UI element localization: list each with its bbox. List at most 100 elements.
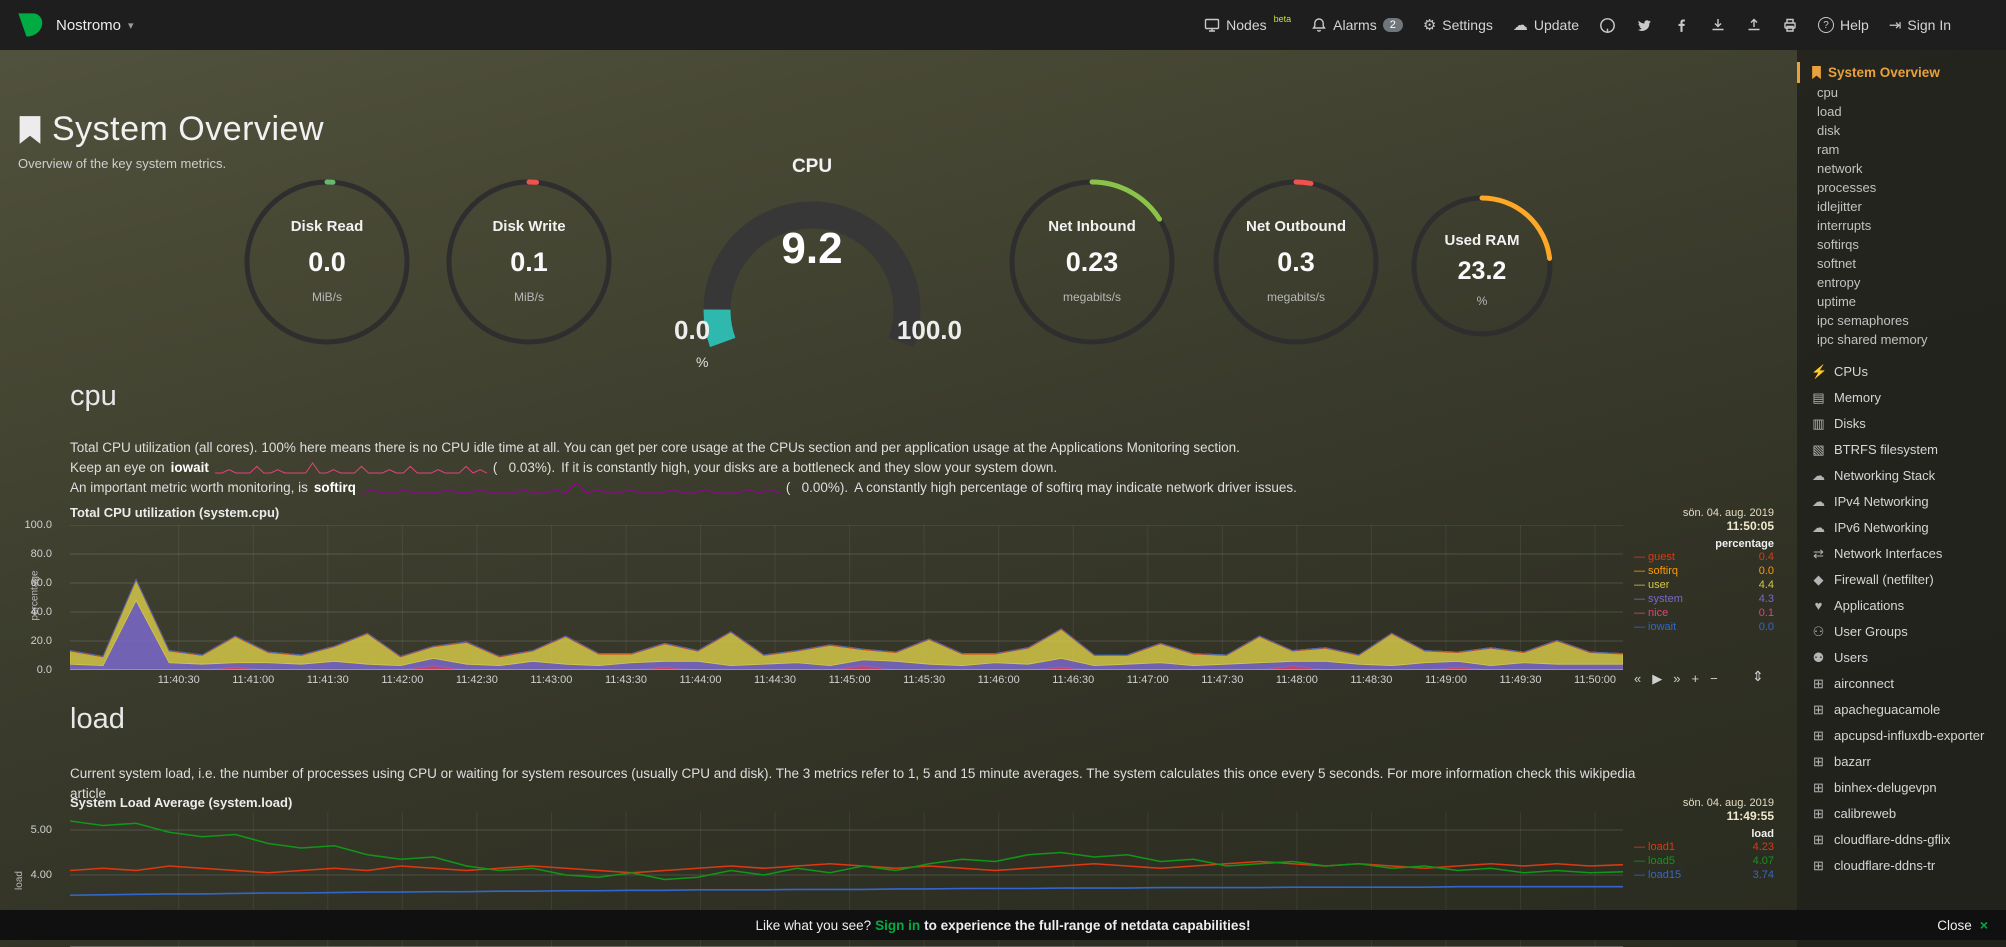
sidebar-item-users[interactable]: ⚉ Users (1811, 645, 2000, 671)
legend-row-system[interactable]: — system 4.3 (1634, 592, 1774, 606)
save-snapshot-icon[interactable] (1710, 17, 1726, 33)
sidebar-item-disk[interactable]: disk (1817, 123, 1841, 138)
sidebar-item-softirqs[interactable]: softirqs (1817, 237, 1859, 252)
y-tick-label: 100.0 (24, 519, 52, 531)
settings-button[interactable]: ⚙ Settings (1423, 16, 1493, 34)
pan-right-button[interactable]: » (1673, 671, 1681, 686)
node-selector[interactable]: Nostromo ▾ (56, 17, 134, 34)
sidebar-item-network[interactable]: network (1817, 161, 1863, 176)
sidebar-item-interrupts[interactable]: interrupts (1817, 218, 1872, 233)
chart-plot-area[interactable] (70, 525, 1623, 670)
legend-row-iowait[interactable]: — iowait 0.0 (1634, 620, 1774, 634)
sidebar-item-ipc-shared-memory[interactable]: ipc shared memory (1817, 332, 1928, 347)
sidebar-item-apcupsd-influxdb-exporter[interactable]: ⊞ apcupsd-influxdb-exporter (1811, 723, 2000, 749)
legend-row-load5[interactable]: — load5 4.07 (1634, 854, 1774, 868)
gauge-used-ram[interactable]: Used RAM 23.2 % (1408, 192, 1556, 340)
gauge-cpu[interactable]: CPU 9.2 0.0 100.0 % (662, 156, 962, 419)
signin-link[interactable]: Sign in (875, 917, 921, 933)
sidebar-item-airconnect[interactable]: ⊞ airconnect (1811, 671, 2000, 697)
facebook-icon[interactable] (1673, 17, 1690, 34)
gauge-net-inbound[interactable]: Net Inbound 0.23 megabits/s (1006, 176, 1178, 348)
top-navbar: Nostromo ▾ Nodes beta Alarms 2 ⚙ Settings… (0, 0, 2006, 50)
zoom-out-button[interactable]: − (1710, 671, 1718, 686)
sidebar-item-user-groups[interactable]: ⚇ User Groups (1811, 619, 2000, 645)
pan-left-button[interactable]: « (1634, 671, 1642, 686)
sidebar-item-load[interactable]: load (1817, 104, 1842, 119)
sidebar-item-binhex-delugevpn[interactable]: ⊞ binhex-delugevpn (1811, 775, 2000, 801)
print-icon[interactable] (1782, 17, 1798, 33)
sidebar-item-apacheguacamole[interactable]: ⊞ apacheguacamole (1811, 697, 2000, 723)
sidebar-item-cloudflare-ddns-gflix[interactable]: ⊞ cloudflare-ddns-gflix (1811, 827, 2000, 853)
github-icon[interactable] (1599, 17, 1616, 34)
cpu-section-text: Total CPU utilization (all cores). 100% … (70, 438, 1670, 498)
sidebar-item-disks[interactable]: ▥ Disks (1811, 411, 2000, 437)
gauge-value: 0.23 (1065, 247, 1119, 277)
sidebar-item-ipv6-networking[interactable]: ☁ IPv6 Networking (1811, 515, 2000, 541)
help-button[interactable]: ? Help (1818, 17, 1869, 33)
legend-row-load1[interactable]: — load1 4.23 (1634, 840, 1774, 854)
softirq-text-pre: An important metric worth monitoring, is (70, 480, 308, 495)
sidebar-item-bazarr[interactable]: ⊞ bazarr (1811, 749, 2000, 775)
sidebar-item-system-overview[interactable]: System Overview (1797, 62, 2000, 83)
legend-row-softirq[interactable]: — softirq 0.0 (1634, 564, 1774, 578)
gauge-value: 0.3 (1277, 247, 1315, 277)
legend-series-name: — load1 (1634, 841, 1675, 853)
legend-row-user[interactable]: — user 4.4 (1634, 578, 1774, 592)
gauge-net-outbound[interactable]: Net Outbound 0.3 megabits/s (1210, 176, 1382, 348)
banner-close-button[interactable]: Close × (1937, 917, 1988, 933)
sidebar-item-label: apcupsd-influxdb-exporter (1834, 728, 1985, 743)
y-tick-label: 80.0 (30, 548, 52, 560)
gauge-disk-write[interactable]: Disk Write 0.1 MiB/s (443, 176, 615, 348)
sidebar-item-ipv4-networking[interactable]: ☁ IPv4 Networking (1811, 489, 2000, 515)
gauge-title: CPU (791, 156, 833, 177)
sidebar-item-cpus[interactable]: ⚡ CPUs (1811, 359, 2000, 385)
legend-row-nice[interactable]: — nice 0.1 (1634, 606, 1774, 620)
sidebar-item-softnet[interactable]: softnet (1817, 256, 1857, 271)
grid-icon: ⊞ (1813, 858, 1824, 873)
alarms-button[interactable]: Alarms 2 (1311, 17, 1403, 33)
sidebar-item-cloudflare-ddns-tr[interactable]: ⊞ cloudflare-ddns-tr (1811, 853, 2000, 879)
play-button[interactable]: ▶ (1652, 671, 1663, 686)
sidebar-item-calibreweb[interactable]: ⊞ calibreweb (1811, 801, 2000, 827)
sidebar-item-btrfs-filesystem[interactable]: ▧ BTRFS filesystem (1811, 437, 2000, 463)
x-tick-label: 11:40:30 (157, 674, 200, 686)
sidebar-item-memory[interactable]: ▤ Memory (1811, 385, 2000, 411)
legend-row-load15[interactable]: — load15 3.74 (1634, 868, 1774, 882)
sidebar-item-ipc-semaphores[interactable]: ipc semaphores (1817, 313, 1909, 328)
gauge-ring (446, 179, 612, 345)
legend-series-value: 4.4 (1758, 579, 1774, 591)
x-tick-label: 11:46:30 (1052, 674, 1095, 686)
zoom-in-button[interactable]: + (1691, 671, 1700, 686)
softirq-sparkline[interactable] (361, 481, 780, 495)
cloud-icon: ☁ (1812, 520, 1825, 535)
sidebar-item-ram[interactable]: ram (1817, 142, 1840, 157)
twitter-icon[interactable] (1636, 17, 1653, 34)
sidebar-item-processes[interactable]: processes (1817, 180, 1877, 195)
sidebar-item-idlejitter[interactable]: idlejitter (1817, 199, 1862, 214)
load-snapshot-icon[interactable] (1746, 17, 1762, 33)
sidebar-item-applications[interactable]: ♥ Applications (1811, 593, 2000, 619)
question-icon: ? (1818, 17, 1835, 33)
netdata-logo[interactable] (16, 11, 44, 39)
legend-series-name: — system (1634, 593, 1683, 605)
chart-resize-handle[interactable]: ⇕ (1752, 668, 1764, 684)
sidebar-item-network-interfaces[interactable]: ⇄ Network Interfaces (1811, 541, 2000, 567)
section-heading-load: load (70, 703, 125, 735)
sidebar-item-entropy[interactable]: entropy (1817, 275, 1861, 290)
legend-row-guest[interactable]: — guest 0.4 (1634, 550, 1774, 564)
sidebar-item-label: Users (1834, 650, 1868, 665)
sidebar-item-uptime[interactable]: uptime (1817, 294, 1857, 309)
update-button[interactable]: ☁ Update (1513, 16, 1579, 34)
signin-button[interactable]: ⇥ Sign In (1889, 16, 1951, 34)
gauge-disk-read[interactable]: Disk Read 0.0 MiB/s (241, 176, 413, 348)
page-header: System Overview Overview of the key syst… (18, 110, 324, 171)
sidebar-item-cpu[interactable]: cpu (1817, 85, 1838, 100)
nodes-button[interactable]: Nodes beta (1204, 14, 1291, 33)
sidebar-item-firewall-netfilter-[interactable]: ◆ Firewall (netfilter) (1811, 567, 2000, 593)
gauge-title: Disk Write (492, 218, 566, 235)
y-tick-label: 0.0 (36, 664, 52, 676)
port-icon: ⇄ (1813, 546, 1824, 561)
iowait-sparkline[interactable] (214, 461, 487, 475)
node-name: Nostromo (56, 16, 122, 34)
sidebar-item-networking-stack[interactable]: ☁ Networking Stack (1811, 463, 2000, 489)
